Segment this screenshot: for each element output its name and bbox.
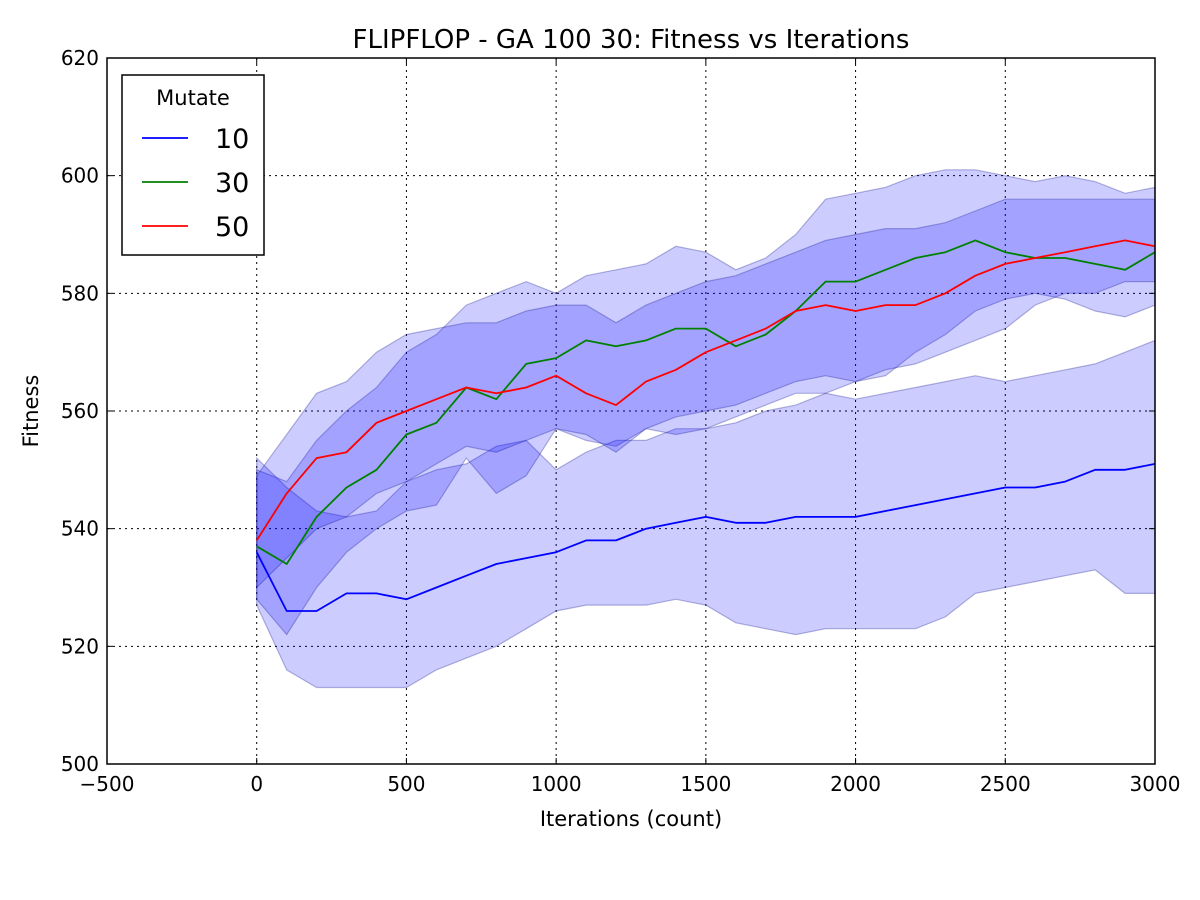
line-mutate-50: [255, 239, 1156, 541]
chart-title: FLIPFLOP - GA 100 30: Fitness vs Iterati…: [353, 25, 910, 55]
legend-label-50: 50: [215, 212, 249, 243]
legend-label-30: 30: [215, 168, 249, 199]
y-tick-label: 540: [61, 517, 99, 541]
x-tick-label: 0: [250, 772, 263, 796]
x-tick-label: 2500: [980, 772, 1031, 796]
x-tick-label: 3000: [1130, 772, 1181, 796]
legend: Mutate 10 30 50: [121, 74, 265, 256]
x-tick-label: 1500: [680, 772, 731, 796]
legend-label-10: 10: [215, 124, 249, 155]
confidence-bands: [256, 169, 1156, 689]
x-tick-label: 500: [387, 772, 425, 796]
x-tick-label: −500: [80, 772, 135, 796]
x-axis-title: Iterations (count): [540, 807, 722, 831]
line-mutate-30: [256, 239, 1156, 565]
y-axis-title: Fitness: [19, 375, 43, 448]
series-lines: [255, 239, 1156, 612]
y-tick-label: 520: [61, 634, 99, 658]
grid: [107, 58, 1155, 764]
x-tick-label: 1000: [531, 772, 582, 796]
line-mutate-10: [255, 463, 1156, 612]
y-tick-label: 580: [61, 281, 99, 305]
y-tick-label: 560: [61, 399, 99, 423]
axis-ticks: −500 0 500 1000 1500 2000 2500 3000 500 520 540 560…: [61, 46, 1181, 796]
y-tick-label: 600: [61, 164, 99, 188]
y-tick-label: 620: [61, 46, 99, 70]
legend-box: [121, 74, 265, 256]
y-tick-label: 500: [61, 752, 99, 776]
legend-title: Mutate: [156, 86, 230, 110]
x-tick-label: 2000: [830, 772, 881, 796]
legend-entries: 10 30 50: [142, 124, 249, 243]
